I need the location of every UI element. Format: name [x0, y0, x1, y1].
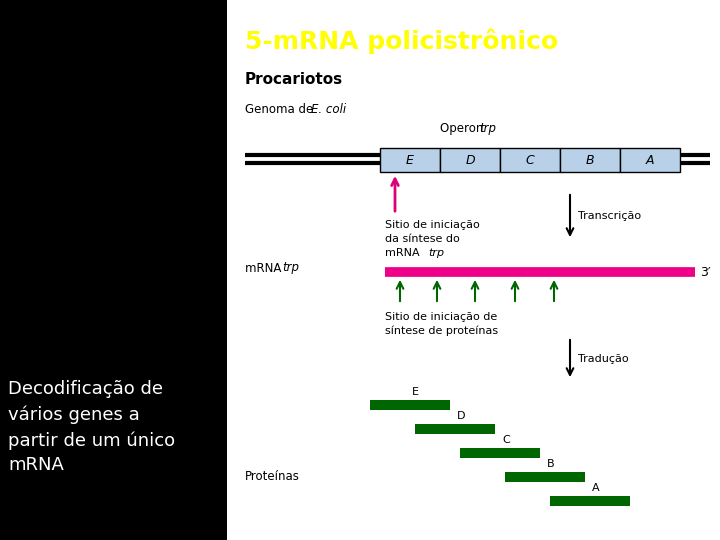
Text: C: C: [502, 435, 510, 445]
Bar: [560, 148, 620, 172]
Text: Procariotos: Procariotos: [245, 72, 343, 87]
Text: Sitio de iniciação de: Sitio de iniciação de: [385, 312, 498, 322]
Bar: [620, 148, 680, 172]
Text: C: C: [526, 153, 534, 166]
Text: Genoma de: Genoma de: [245, 103, 317, 116]
Bar: [227, 0, 720, 540]
Text: A: A: [592, 483, 600, 493]
Bar: [380, 148, 440, 172]
Text: mRNA: mRNA: [385, 248, 423, 258]
Text: A: A: [646, 153, 654, 166]
Text: Decodificação de
vários genes a
partir de um único
mRNA: Decodificação de vários genes a partir d…: [8, 380, 175, 475]
Bar: [370, 400, 450, 410]
Text: trp: trp: [479, 122, 496, 135]
Bar: [440, 148, 500, 172]
Text: E. coli: E. coli: [311, 103, 346, 116]
Text: Sitio de iniciação: Sitio de iniciação: [385, 220, 480, 230]
Text: Tradução: Tradução: [578, 354, 629, 363]
Text: B: B: [547, 459, 554, 469]
Text: Transcrição: Transcrição: [578, 211, 641, 221]
Text: D: D: [465, 153, 474, 166]
Text: D: D: [457, 411, 466, 421]
Bar: [505, 472, 585, 482]
Text: E: E: [406, 153, 414, 166]
Text: síntese de proteínas: síntese de proteínas: [385, 326, 498, 336]
Bar: [415, 424, 495, 434]
Text: B: B: [585, 153, 594, 166]
Bar: [550, 496, 630, 506]
Text: trp: trp: [282, 261, 299, 274]
Bar: [500, 148, 560, 172]
Text: 5-mRNA policistrônico: 5-mRNA policistrônico: [245, 28, 558, 53]
Text: E: E: [412, 387, 419, 397]
Text: trp: trp: [428, 248, 444, 258]
Text: 3′: 3′: [700, 266, 711, 279]
Text: Operon: Operon: [440, 122, 487, 135]
Bar: [460, 448, 540, 458]
Text: Proteínas: Proteínas: [245, 470, 300, 483]
Text: mRNA: mRNA: [245, 261, 285, 274]
Text: da síntese do: da síntese do: [385, 234, 460, 244]
